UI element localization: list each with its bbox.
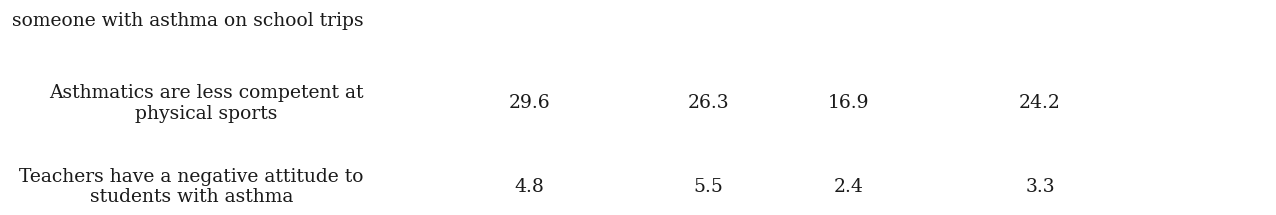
Text: 29.6: 29.6 (509, 94, 550, 112)
Text: Asthmatics are less competent at
physical sports: Asthmatics are less competent at physica… (50, 84, 364, 123)
Text: 26.3: 26.3 (688, 94, 729, 112)
Text: Teachers have a negative attitude to
students with asthma: Teachers have a negative attitude to stu… (19, 168, 364, 206)
Text: 4.8: 4.8 (514, 178, 545, 196)
Text: 24.2: 24.2 (1020, 94, 1060, 112)
Text: 3.3: 3.3 (1025, 178, 1055, 196)
Text: 5.5: 5.5 (693, 178, 723, 196)
Text: someone with asthma on school trips: someone with asthma on school trips (11, 12, 364, 31)
Text: 16.9: 16.9 (828, 94, 869, 112)
Text: 2.4: 2.4 (833, 178, 864, 196)
